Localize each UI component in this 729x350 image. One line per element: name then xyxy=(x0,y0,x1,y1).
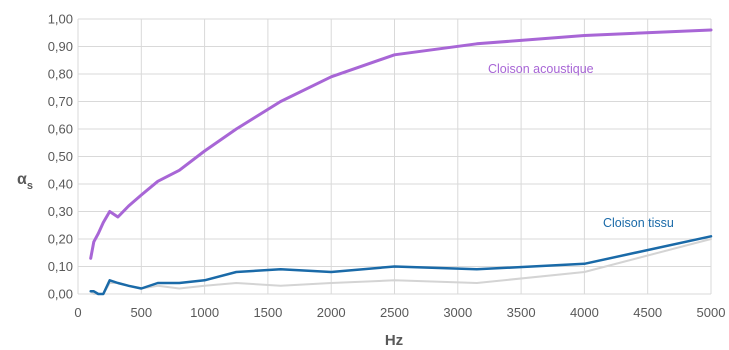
x-tick-label: 3000 xyxy=(443,305,472,320)
y-axis-title: αs xyxy=(17,171,33,192)
y-tick-label: 0,70 xyxy=(48,94,73,109)
y-tick-label: 0,40 xyxy=(48,177,73,192)
y-tick-label: 0,30 xyxy=(48,204,73,219)
y-tick-label: 0,00 xyxy=(48,287,73,302)
y-tick-label: 0,80 xyxy=(48,67,73,82)
series-line-cloison-acoustique xyxy=(89,28,713,260)
y-tick-label: 0,60 xyxy=(48,122,73,137)
y-tick-label: 0,10 xyxy=(48,259,73,274)
series-label-cloison-acoustique: Cloison acoustique xyxy=(488,62,594,76)
x-tick-label: 4000 xyxy=(570,305,599,320)
x-axis-ticks: 0 500 1000 1500 2000 2500 3000 3500 4000 4500 5000 xyxy=(74,305,725,320)
x-axis-title: Hz xyxy=(385,332,403,349)
y-tick-label: 0,20 xyxy=(48,232,73,247)
series-layer xyxy=(89,28,713,296)
x-tick-label: 500 xyxy=(130,305,152,320)
y-axis-title-main: α xyxy=(17,171,27,188)
x-tick-label: 1000 xyxy=(190,305,219,320)
x-tick-label: 0 xyxy=(74,305,81,320)
x-tick-label: 2000 xyxy=(317,305,346,320)
grid xyxy=(77,18,712,295)
series-label-cloison-tissu: Cloison tissu xyxy=(603,216,674,230)
y-axis-ticks: 0,00 0,10 0,20 0,30 0,40 0,50 0,60 0,70 0,80 0,90… xyxy=(48,12,73,302)
x-tick-label: 5000 xyxy=(697,305,726,320)
y-axis-title-sub: s xyxy=(27,180,33,192)
x-tick-label: 4500 xyxy=(633,305,662,320)
y-tick-label: 1,00 xyxy=(48,12,73,27)
x-tick-label: 3500 xyxy=(507,305,536,320)
y-tick-label: 0,50 xyxy=(48,149,73,164)
x-tick-label: 2500 xyxy=(380,305,409,320)
x-tick-label: 1500 xyxy=(253,305,282,320)
series-line-cloison-tissu xyxy=(89,235,713,296)
y-tick-label: 0,90 xyxy=(48,39,73,54)
